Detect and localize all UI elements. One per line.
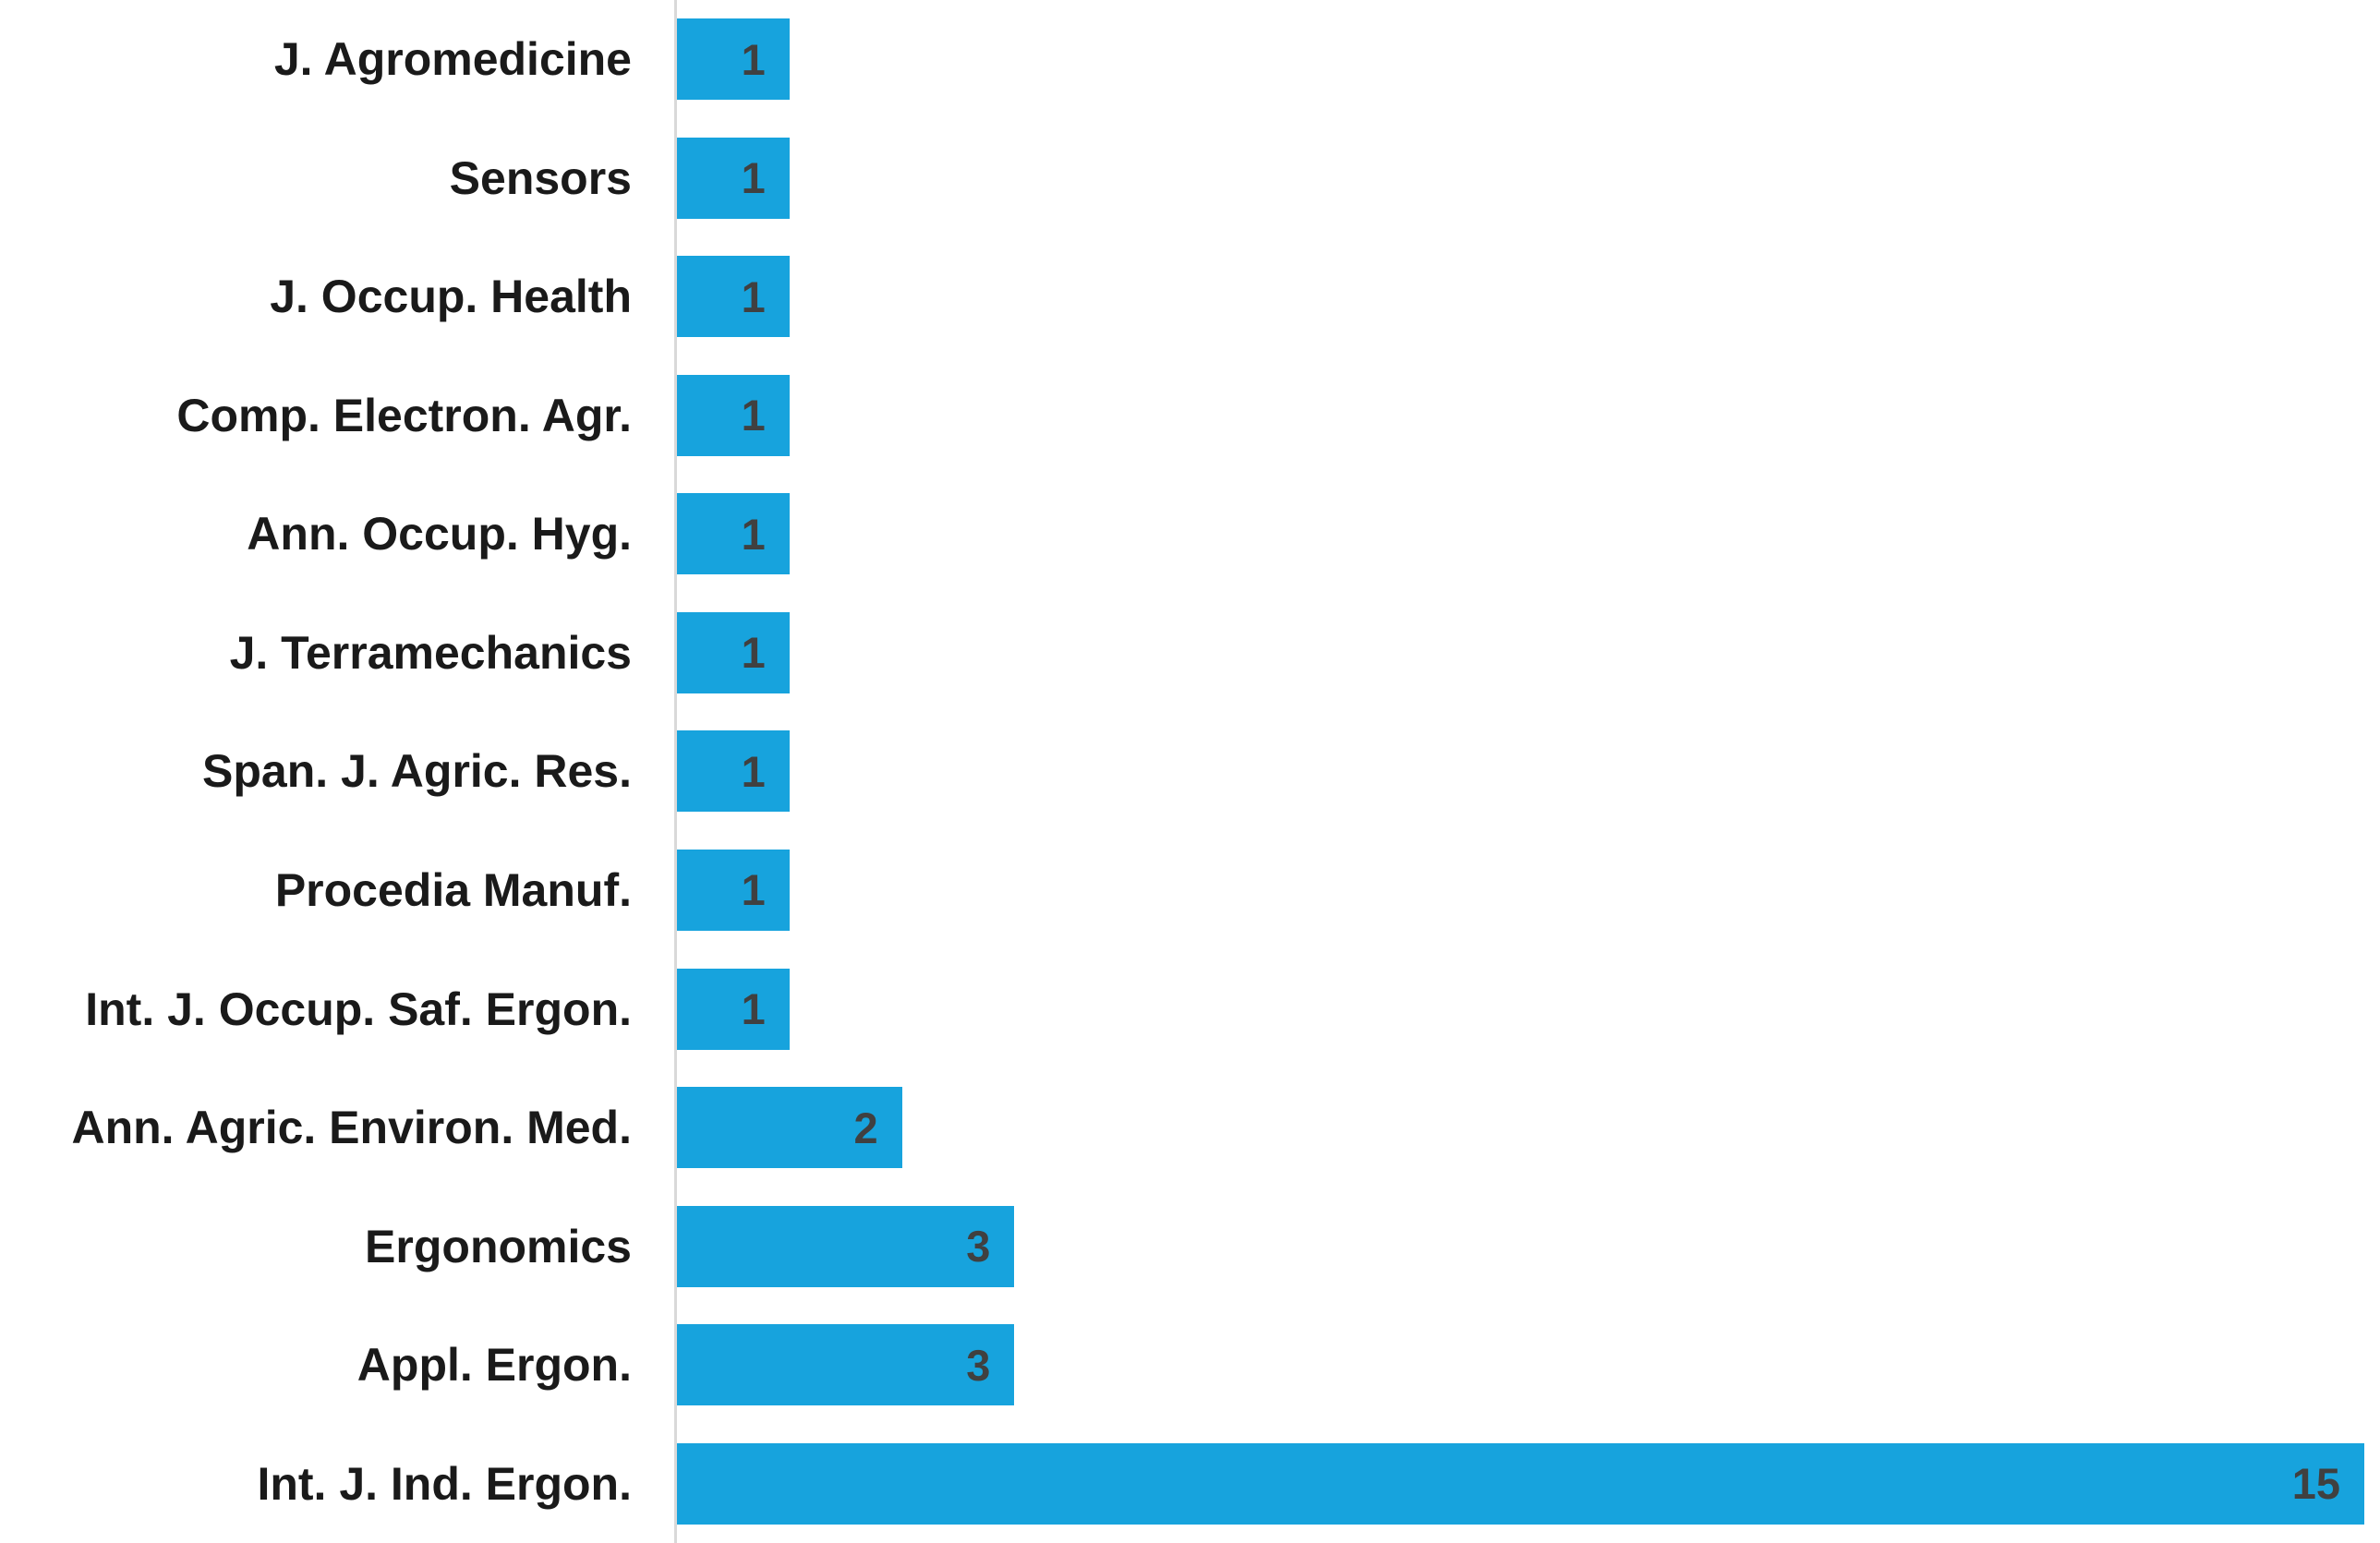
bar: 1: [677, 968, 790, 1050]
plot-area-cell: 1: [677, 356, 2380, 476]
value-label: 1: [741, 984, 766, 1034]
bar: 1: [677, 18, 790, 101]
category-label: Ann. Occup. Hyg.: [0, 475, 677, 594]
bar: 1: [677, 611, 790, 693]
value-label: 1: [741, 865, 766, 915]
chart-row: Appl. Ergon. 3: [0, 1305, 2380, 1425]
plot-area-cell: 1: [677, 594, 2380, 713]
plot-area-cell: 1: [677, 237, 2380, 356]
value-label: 1: [741, 271, 766, 321]
bar: 1: [677, 730, 790, 813]
plot-area-cell: 2: [677, 1068, 2380, 1187]
chart-row: Span. J. Agric. Res. 1: [0, 712, 2380, 831]
plot-area-cell: 1: [677, 712, 2380, 831]
plot-area-cell: 1: [677, 475, 2380, 594]
chart-row: Ann. Occup. Hyg. 1: [0, 475, 2380, 594]
category-label: Int. J. Ind. Ergon.: [0, 1424, 677, 1543]
value-label: 1: [741, 391, 766, 440]
category-label: J. Agromedicine: [0, 0, 677, 119]
value-label: 3: [966, 1340, 991, 1390]
bar: 1: [677, 493, 790, 575]
plot-area-cell: 1: [677, 949, 2380, 1068]
chart-row: J. Occup. Health 1: [0, 237, 2380, 356]
category-label: Appl. Ergon.: [0, 1305, 677, 1425]
value-label: 1: [741, 509, 766, 559]
category-label: Span. J. Agric. Res.: [0, 712, 677, 831]
chart-row: Ergonomics 3: [0, 1187, 2380, 1306]
chart-row: Procedia Manuf. 1: [0, 830, 2380, 950]
bar: 1: [677, 256, 790, 338]
plot-area-cell: 1: [677, 831, 2380, 950]
value-label: 1: [741, 34, 766, 84]
plot-area-cell: 3: [677, 1187, 2380, 1306]
plot-area-cell: 1: [677, 119, 2380, 238]
category-label: J. Terramechanics: [0, 593, 677, 713]
plot-area-cell: 15: [677, 1424, 2380, 1543]
bar: 3: [677, 1205, 1015, 1287]
value-label: 2: [853, 1103, 878, 1152]
category-label: Comp. Electron. Agr.: [0, 356, 677, 476]
category-label: J. Occup. Health: [0, 237, 677, 356]
value-label: 3: [966, 1222, 991, 1272]
category-label: Int. J. Occup. Saf. Ergon.: [0, 949, 677, 1068]
plot-area-cell: 1: [677, 0, 2380, 119]
value-label: 1: [741, 153, 766, 203]
category-label: Sensors: [0, 118, 677, 238]
bar: 1: [677, 137, 790, 219]
bar: 1: [677, 849, 790, 931]
bar: 2: [677, 1087, 902, 1169]
category-label: Ergonomics: [0, 1187, 677, 1306]
chart-row: Ann. Agric. Environ. Med. 2: [0, 1067, 2380, 1187]
category-label: Ann. Agric. Environ. Med.: [0, 1067, 677, 1187]
category-label: Procedia Manuf.: [0, 830, 677, 950]
chart-row: Int. J. Occup. Saf. Ergon. 1: [0, 949, 2380, 1068]
value-label: 1: [741, 746, 766, 796]
chart-row: J. Terramechanics 1: [0, 593, 2380, 713]
chart-row: Int. J. Ind. Ergon. 15: [0, 1424, 2380, 1543]
bar: 1: [677, 374, 790, 456]
value-label: 15: [2291, 1459, 2340, 1509]
chart-row: J. Agromedicine 1: [0, 0, 2380, 119]
bar: 15: [677, 1442, 2364, 1525]
value-label: 1: [741, 628, 766, 678]
plot-area-cell: 3: [677, 1306, 2380, 1425]
chart-row: Comp. Electron. Agr. 1: [0, 356, 2380, 476]
chart-row: Sensors 1: [0, 118, 2380, 238]
bar: 3: [677, 1324, 1015, 1406]
